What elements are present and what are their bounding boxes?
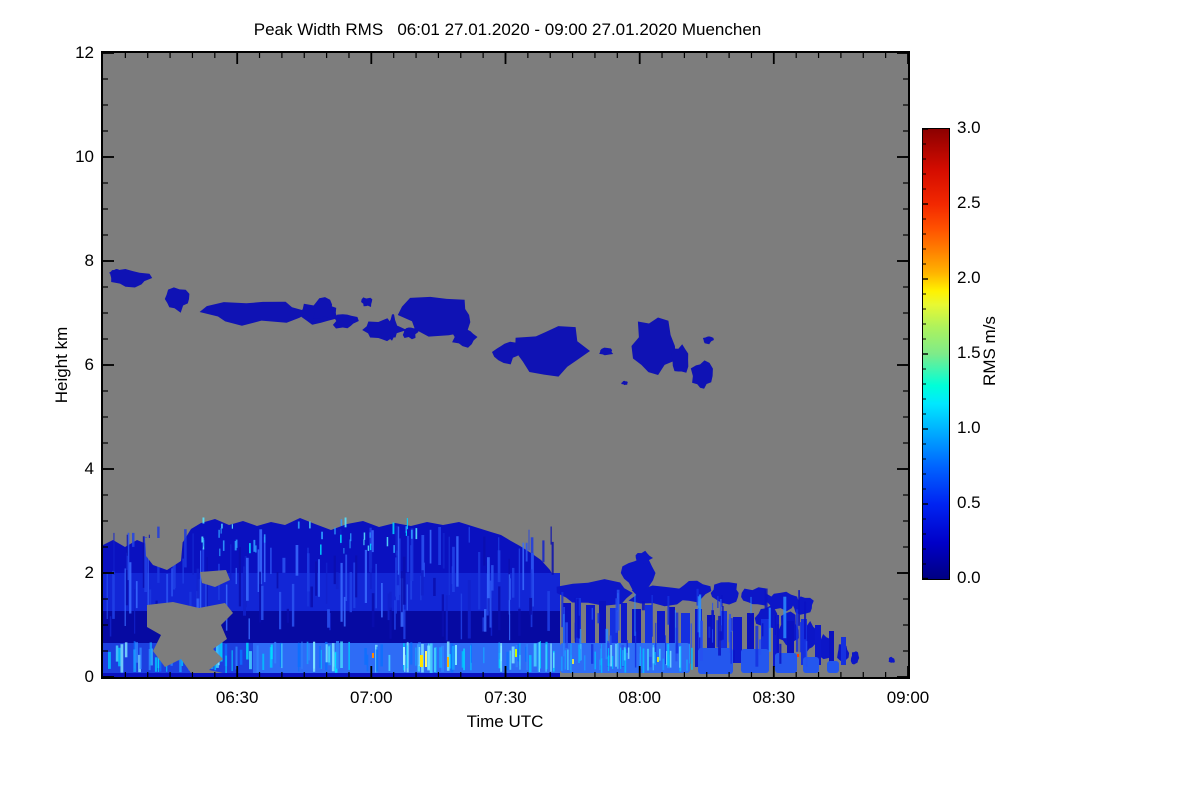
colorbar-tick-label: 1.0 bbox=[957, 418, 981, 437]
y-tick-label: 4 bbox=[84, 459, 94, 478]
y-tick-label: 6 bbox=[84, 355, 94, 374]
colorbar-ticks bbox=[923, 129, 928, 579]
colorbar-tick-label: 3.0 bbox=[957, 118, 981, 137]
x-tick-label: 08:00 bbox=[618, 688, 661, 707]
x-tick-label: 06:30 bbox=[215, 688, 259, 707]
y-tick-label: 2 bbox=[84, 563, 94, 582]
chart-title: Peak Width RMS 06:01 27.01.2020 - 09:00 … bbox=[253, 20, 762, 39]
colorbar-tick-label: 0.5 bbox=[957, 493, 981, 512]
plot-area bbox=[101, 51, 910, 679]
colorbar-tick-label: 2.0 bbox=[957, 268, 981, 287]
colorbar-tick-label: 1.5 bbox=[957, 343, 981, 362]
colorbar bbox=[922, 128, 950, 580]
colorbar-axis-label: RMS m/s bbox=[980, 316, 999, 386]
x-axis-label: Time UTC bbox=[466, 712, 544, 731]
y-tick-label: 12 bbox=[75, 43, 94, 62]
colorbar-tick-label: 2.5 bbox=[957, 193, 981, 212]
colorbar-tick-label: 0.0 bbox=[957, 568, 981, 587]
x-tick-label: 07:00 bbox=[350, 688, 393, 707]
x-tick-label: 08:30 bbox=[752, 688, 796, 707]
x-tick-label: 07:30 bbox=[484, 688, 527, 707]
y-tick-label: 8 bbox=[84, 251, 94, 270]
y-tick-label: 0 bbox=[84, 667, 94, 686]
y-tick-label: 10 bbox=[75, 147, 94, 166]
heatmap-canvas bbox=[103, 53, 908, 677]
x-tick-label: 09:00 bbox=[886, 688, 930, 707]
